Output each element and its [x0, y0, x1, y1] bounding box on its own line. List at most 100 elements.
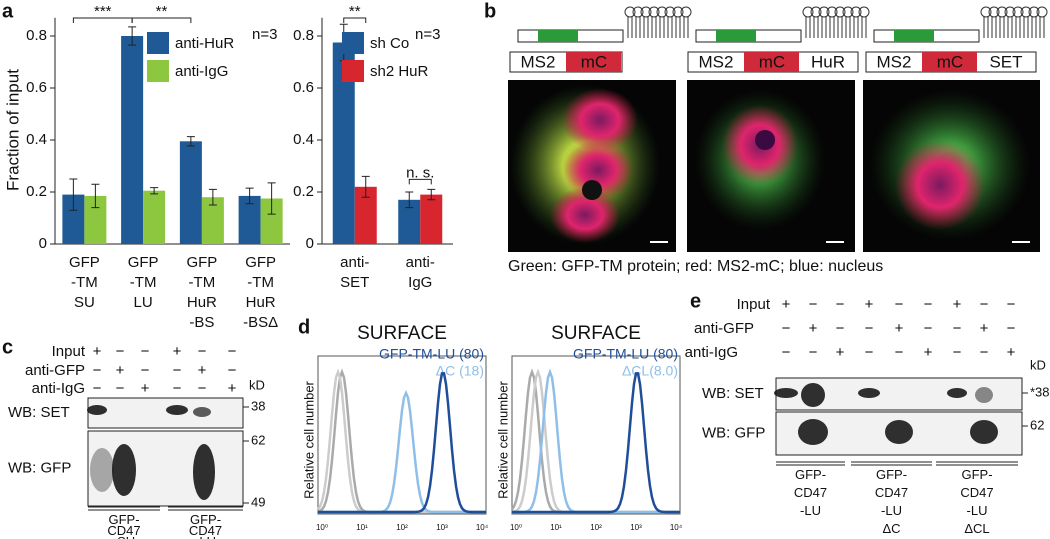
sign: − [980, 296, 989, 313]
legend-label: sh Co [370, 35, 409, 52]
construct-label: MS2 [877, 52, 912, 71]
significance: ** [156, 3, 168, 20]
band [970, 420, 998, 444]
band [801, 383, 825, 407]
plot-title: SURFACE [551, 323, 641, 344]
size-label: 49 [251, 494, 265, 509]
error-bar [186, 136, 195, 147]
y-axis-label: Relative cell number [495, 380, 510, 498]
construct-label: mC [581, 52, 607, 71]
kd: kD [249, 377, 265, 392]
x-tick-label: anti-IgG [406, 254, 435, 291]
legend-swatch [342, 32, 364, 54]
x-tick-label: 10¹ [356, 523, 368, 532]
size-label: 62 [251, 432, 265, 447]
sign: + [173, 343, 182, 360]
gene-insert [716, 30, 756, 42]
error-bar [245, 187, 254, 205]
gene-insert [538, 30, 578, 42]
row-label: anti-GFP [25, 362, 85, 379]
blot-label: WB: SET [8, 404, 70, 421]
sign: + [228, 380, 237, 397]
sign: + [809, 320, 818, 337]
bar [354, 186, 377, 244]
band [193, 407, 211, 417]
note: n=3 [415, 26, 440, 43]
error-bar [69, 178, 78, 211]
bar [398, 199, 421, 244]
hairpins [983, 16, 1045, 38]
significance: *** [94, 3, 112, 20]
gene-insert [894, 30, 934, 42]
row-label: Input [52, 343, 86, 360]
loop [1028, 6, 1040, 18]
legend-label: ΔCL(8.0) [622, 363, 678, 379]
mc-box [922, 52, 977, 72]
legend-label: sh2 HuR [370, 63, 429, 80]
sign: − [173, 362, 182, 379]
sign: − [116, 343, 125, 360]
kd: kD [1030, 357, 1046, 372]
blot-label: WB: GFP [702, 424, 765, 441]
significance: ** [349, 3, 361, 20]
mc-box [566, 52, 621, 72]
sign: − [228, 362, 237, 379]
panel-label: d [298, 316, 310, 338]
x-tick-label: 10¹ [550, 523, 562, 532]
bar [62, 194, 85, 244]
sign: − [809, 296, 818, 313]
loop [640, 6, 652, 18]
loop [988, 6, 1000, 18]
sign: + [198, 362, 207, 379]
loop [664, 6, 676, 18]
sign: − [198, 343, 207, 360]
sign: − [782, 320, 791, 337]
row-label: Input [737, 296, 771, 313]
x-tick-label: GFP -TM SU [69, 254, 100, 311]
legend-swatch [147, 32, 169, 54]
caption: Green: GFP-TM protein; red: MS2-mC; blue… [508, 258, 883, 275]
bracket [343, 17, 367, 23]
construct-label: HuR [811, 52, 845, 71]
row-label: anti-GFP [694, 320, 754, 337]
loop [834, 6, 846, 18]
y-tick-label: 0 [39, 235, 47, 252]
legend-label: GFP-TM-LU (80) [573, 346, 678, 362]
band [975, 387, 993, 403]
bar [121, 36, 144, 244]
loop [818, 6, 830, 18]
sign: − [836, 320, 845, 337]
sign: − [980, 344, 989, 361]
panel-label: b [484, 0, 496, 22]
sign: + [836, 344, 845, 361]
loop [624, 6, 636, 18]
blot-label: WB: SET [702, 385, 764, 402]
panel-label: a [2, 0, 14, 22]
error-bar [150, 187, 159, 195]
sign: − [865, 344, 874, 361]
sign: − [173, 380, 182, 397]
loop [996, 6, 1008, 18]
legend-label: ΔC (18) [436, 363, 484, 379]
x-tick-label: 10⁰ [316, 523, 328, 532]
y-tick-label: 0.6 [293, 79, 314, 96]
sign: + [924, 344, 933, 361]
significance: n. s. [406, 164, 434, 181]
x-tick-label: GFP -TM HuR -BSΔ [243, 254, 278, 331]
band [87, 405, 107, 415]
loop [1020, 6, 1032, 18]
loop [648, 6, 660, 18]
y-tick-label: 0.6 [26, 79, 47, 96]
band [858, 388, 880, 398]
bar [332, 42, 355, 244]
sign: − [116, 380, 125, 397]
bar [260, 198, 283, 244]
sign: − [924, 320, 933, 337]
band [774, 388, 798, 398]
loop [1012, 6, 1024, 18]
group-label: GFP-CD47-LU [189, 512, 222, 539]
sign: + [1007, 344, 1016, 361]
x-tick-label: 10⁴ [476, 523, 489, 532]
plot-frame [317, 355, 487, 515]
blot [87, 397, 244, 429]
